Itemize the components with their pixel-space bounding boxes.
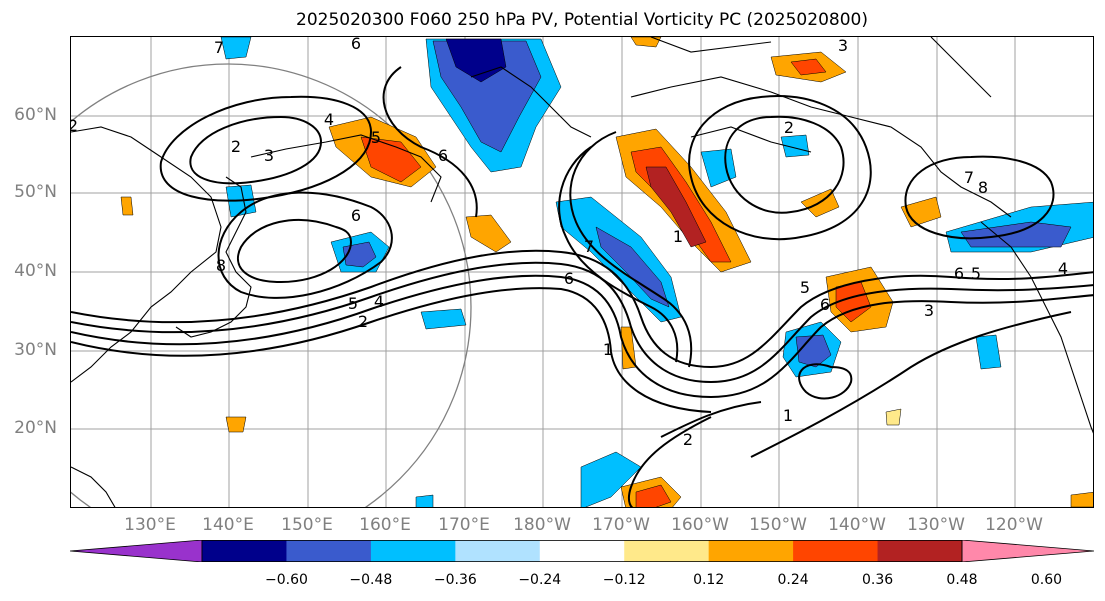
contour-label: 8 bbox=[978, 178, 988, 197]
contour-label: 5 bbox=[800, 278, 810, 297]
contour-label: 2 bbox=[683, 430, 693, 449]
colorbar-segment bbox=[455, 540, 541, 562]
colorbar-tick-label: 0.12 bbox=[693, 572, 725, 588]
contour-label: 5 bbox=[371, 128, 381, 147]
lon-label: 170°W bbox=[592, 515, 650, 535]
colorbar-segment bbox=[624, 540, 710, 562]
contour-label: 2 bbox=[358, 312, 368, 331]
contour-label: 2 bbox=[784, 118, 794, 137]
colorbar-segment bbox=[877, 540, 963, 562]
colorbar-tick-label: −0.60 bbox=[264, 572, 308, 588]
lon-label: 120°W bbox=[985, 515, 1043, 535]
lon-label: 170°E bbox=[438, 515, 490, 535]
colorbar-extend-max bbox=[961, 540, 1094, 562]
colorbar-tick-label: 0.24 bbox=[777, 572, 809, 588]
colorbar-extend-min bbox=[70, 540, 203, 562]
map-canvas: 7 6 3 2 3 4 6 5 6 8 5 4 2 7 6 1 2 2 5 6 … bbox=[71, 37, 1093, 507]
pv-map: 7 6 3 2 3 4 6 5 6 8 5 4 2 7 6 1 2 2 5 6 … bbox=[70, 36, 1094, 508]
pv-shading bbox=[120, 37, 1093, 507]
contour-label: 6 bbox=[820, 295, 830, 314]
contour-label: 3 bbox=[924, 301, 934, 320]
colorbar-segment bbox=[370, 540, 456, 562]
lon-label: 150°W bbox=[749, 515, 807, 535]
contour-label: 7 bbox=[964, 168, 974, 187]
contour-label: 7 bbox=[584, 237, 594, 256]
colorbar-tick-label: −0.12 bbox=[602, 572, 646, 588]
contour-label: 1 bbox=[673, 227, 683, 246]
lon-label: 140°E bbox=[202, 515, 254, 535]
contour-label: 8 bbox=[216, 256, 226, 275]
lon-label: 150°E bbox=[281, 515, 333, 535]
colorbar-segment bbox=[202, 540, 287, 562]
contour-label: 2 bbox=[71, 116, 78, 135]
lon-label: 130°E bbox=[124, 515, 176, 535]
contour-label: 1 bbox=[603, 340, 613, 359]
contour-label: 6 bbox=[564, 269, 574, 288]
contour-label: 3 bbox=[264, 146, 274, 165]
coastlines bbox=[71, 37, 1093, 507]
lon-label: 160°E bbox=[359, 515, 411, 535]
map-title: 2025020300 F060 250 hPa PV, Potential Vo… bbox=[296, 10, 868, 30]
lon-label: 130°W bbox=[907, 515, 965, 535]
contour-label: 1 bbox=[783, 406, 793, 425]
contour-label: 6 bbox=[954, 264, 964, 283]
colorbar-tick-label: −0.48 bbox=[349, 572, 393, 588]
colorbar-segments bbox=[70, 540, 1094, 562]
lon-label: 160°W bbox=[671, 515, 729, 535]
contour-label: 4 bbox=[1058, 259, 1068, 278]
contour-label: 3 bbox=[838, 37, 848, 55]
contour-label: 5 bbox=[971, 264, 981, 283]
colorbar-frame bbox=[201, 540, 963, 562]
lat-label: 20°N bbox=[14, 418, 57, 438]
lat-label: 50°N bbox=[14, 182, 57, 202]
contour-label: 4 bbox=[324, 110, 334, 129]
lat-label: 60°N bbox=[14, 105, 57, 125]
pv-contours bbox=[71, 66, 1093, 507]
colorbar bbox=[70, 540, 1094, 562]
range-circle bbox=[71, 63, 472, 507]
contour-labels: 7 6 3 2 3 4 6 5 6 8 5 4 2 7 6 1 2 2 5 6 … bbox=[71, 37, 1068, 449]
colorbar-segment bbox=[539, 540, 625, 562]
contour-label: 2 bbox=[231, 137, 241, 156]
lat-label: 30°N bbox=[14, 340, 57, 360]
contour-label: 6 bbox=[438, 146, 448, 165]
colorbar-tick-label: 0.60 bbox=[1030, 572, 1063, 588]
contour-label: 4 bbox=[374, 292, 384, 311]
colorbar-tick-label: −0.24 bbox=[518, 572, 562, 588]
contour-label: 6 bbox=[351, 206, 361, 225]
lon-label: 140°W bbox=[828, 515, 886, 535]
contour-label: 7 bbox=[214, 38, 224, 57]
colorbar-tick-label: −0.36 bbox=[433, 572, 477, 588]
lon-label: 180°W bbox=[513, 515, 571, 535]
colorbar-segment bbox=[708, 540, 794, 562]
colorbar-segment bbox=[286, 540, 372, 562]
colorbar-tick-label: 0.36 bbox=[861, 572, 894, 588]
colorbar-segment bbox=[793, 540, 879, 562]
colorbar-tick-label: 0.48 bbox=[946, 572, 978, 588]
contour-label: 6 bbox=[351, 37, 361, 53]
lat-label: 40°N bbox=[14, 261, 57, 281]
contour-label: 5 bbox=[348, 294, 358, 313]
